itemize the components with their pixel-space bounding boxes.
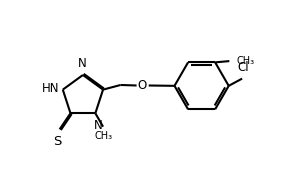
Text: CH₃: CH₃	[237, 56, 255, 66]
Text: HN: HN	[42, 82, 60, 95]
Text: O: O	[138, 79, 147, 92]
Text: Cl: Cl	[238, 61, 249, 74]
Text: N: N	[77, 57, 86, 70]
Text: S: S	[53, 135, 62, 148]
Text: N: N	[94, 119, 103, 132]
Text: CH₃: CH₃	[94, 131, 113, 141]
